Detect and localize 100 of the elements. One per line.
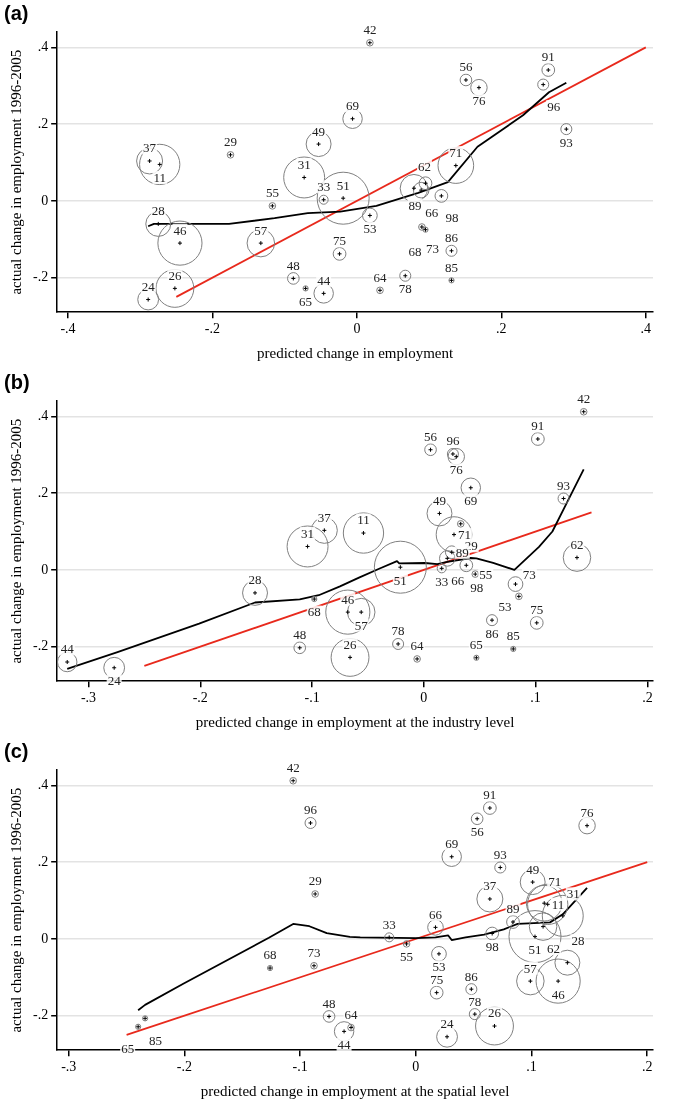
x-tick-label: 0 [412, 1059, 420, 1075]
annotation: 37 [143, 140, 157, 156]
x-tick-label: -.3 [80, 690, 97, 706]
annotation: 96 [547, 99, 561, 115]
y-tick-label: -.2 [32, 269, 49, 285]
x-tick-label: -.2 [192, 690, 208, 706]
y-tick-label: 0 [41, 192, 49, 208]
annotation: 93 [557, 477, 571, 493]
annotation: 48 [286, 257, 300, 273]
annotation: 26 [168, 267, 182, 283]
x-tick-label: -.1 [292, 1059, 308, 1075]
annotation: 49 [312, 123, 326, 139]
annotation: 71 [449, 145, 463, 160]
annotation: 98 [470, 579, 484, 595]
y-tick-label: .2 [37, 853, 49, 869]
annotation: 86 [464, 968, 479, 984]
annotation: 86 [485, 625, 500, 641]
annotation: 68 [307, 604, 321, 620]
x-tick-label: -.1 [304, 690, 320, 706]
annotation: 93 [559, 134, 573, 150]
annotation: 26 [343, 636, 358, 652]
annotation: 46 [173, 222, 187, 238]
x-tick-label: -.3 [61, 1059, 77, 1075]
annotation: 86 [445, 230, 459, 246]
annotation: 96 [446, 433, 460, 449]
annotation: 98 [445, 210, 459, 226]
annotation: 29 [308, 873, 322, 889]
x-tick-label: -.2 [176, 1059, 193, 1075]
annotation: 42 [363, 22, 377, 38]
annotation: 98 [485, 938, 499, 954]
x-tick-label: .4 [640, 321, 652, 337]
y-axis-title: actual change in employment 1996-2005 [7, 418, 24, 664]
annotation: 11 [357, 512, 370, 528]
annotation: 55 [400, 949, 414, 965]
chart-title: (a) [4, 1, 29, 24]
y-tick-label: -.2 [32, 638, 49, 654]
annotation: 33 [435, 573, 449, 589]
annotation: 26 [488, 1005, 502, 1021]
annotation: 31 [297, 156, 311, 172]
annotation: 69 [346, 98, 360, 114]
annotation: 31 [301, 525, 315, 541]
annotation: 89 [408, 197, 422, 213]
annotation: 75 [333, 233, 347, 249]
annotation: 78 [468, 993, 482, 1009]
annotation: 76 [449, 462, 464, 478]
y-tick-label: .4 [37, 39, 49, 55]
chart-title: (b) [4, 370, 30, 393]
annotation: 24 [440, 1016, 455, 1032]
annotation: 68 [408, 244, 422, 260]
annotation: 62 [417, 158, 431, 174]
y-tick-label: .2 [37, 484, 49, 500]
x-tick-label: 0 [353, 321, 361, 337]
annotation: 68 [263, 947, 277, 963]
annotation: 48 [293, 627, 307, 643]
annotation: 28 [248, 572, 262, 588]
annotation: 57 [523, 960, 538, 976]
annotation: 24 [107, 673, 122, 689]
annotation: 42 [286, 760, 300, 776]
annotation: 73 [307, 945, 321, 961]
x-axis-title: predicted change in employment at the industry level [195, 713, 515, 730]
annotation: 65 [299, 293, 313, 309]
annotation: 56 [424, 429, 438, 445]
annotation: 93 [493, 846, 507, 862]
y-axis-title: actual change in employment 1996-2005 [7, 787, 24, 1033]
annotation: 85 [445, 259, 458, 275]
annotation: 29 [224, 134, 237, 150]
annotation: 66 [451, 572, 465, 588]
annotation: 65 [121, 1041, 135, 1057]
annotation: 24 [141, 278, 156, 294]
chart-title: (c) [4, 739, 29, 762]
annotation: 55 [479, 566, 493, 582]
annotation: 76 [580, 805, 595, 821]
annotation: 71 [458, 527, 472, 542]
annotation: 51 [528, 942, 542, 958]
annotation: 31 [566, 886, 580, 902]
y-tick-label: .4 [37, 408, 49, 424]
annotation: 53 [498, 598, 512, 614]
annotation: 85 [506, 628, 520, 644]
annotation: 64 [410, 638, 425, 654]
annotation: 91 [541, 49, 555, 65]
annotation: 66 [428, 906, 443, 922]
annotation: 89 [506, 901, 520, 917]
annotation: 49 [432, 492, 446, 508]
annotation: 76 [472, 93, 486, 109]
annotation: 64 [344, 1006, 359, 1022]
annotation: 49 [526, 861, 540, 877]
annotation: 11 [551, 896, 565, 912]
annotation: 69 [464, 493, 478, 509]
annotation: 62 [570, 537, 584, 553]
annotation: 56 [459, 59, 473, 75]
annotation: 44 [60, 641, 75, 657]
annotation: 57 [254, 222, 268, 238]
x-axis-title: predicted change in employment at the spatial level [200, 1082, 510, 1099]
y-axis-title: actual change in employment 1996-2005 [7, 49, 24, 295]
annotation: 66 [425, 204, 439, 220]
annotation: 28 [151, 203, 165, 219]
x-tick-label: .1 [530, 690, 541, 706]
annotation: 46 [551, 986, 566, 1002]
y-tick-label: -.2 [32, 1007, 49, 1023]
annotation: 51 [393, 572, 407, 588]
